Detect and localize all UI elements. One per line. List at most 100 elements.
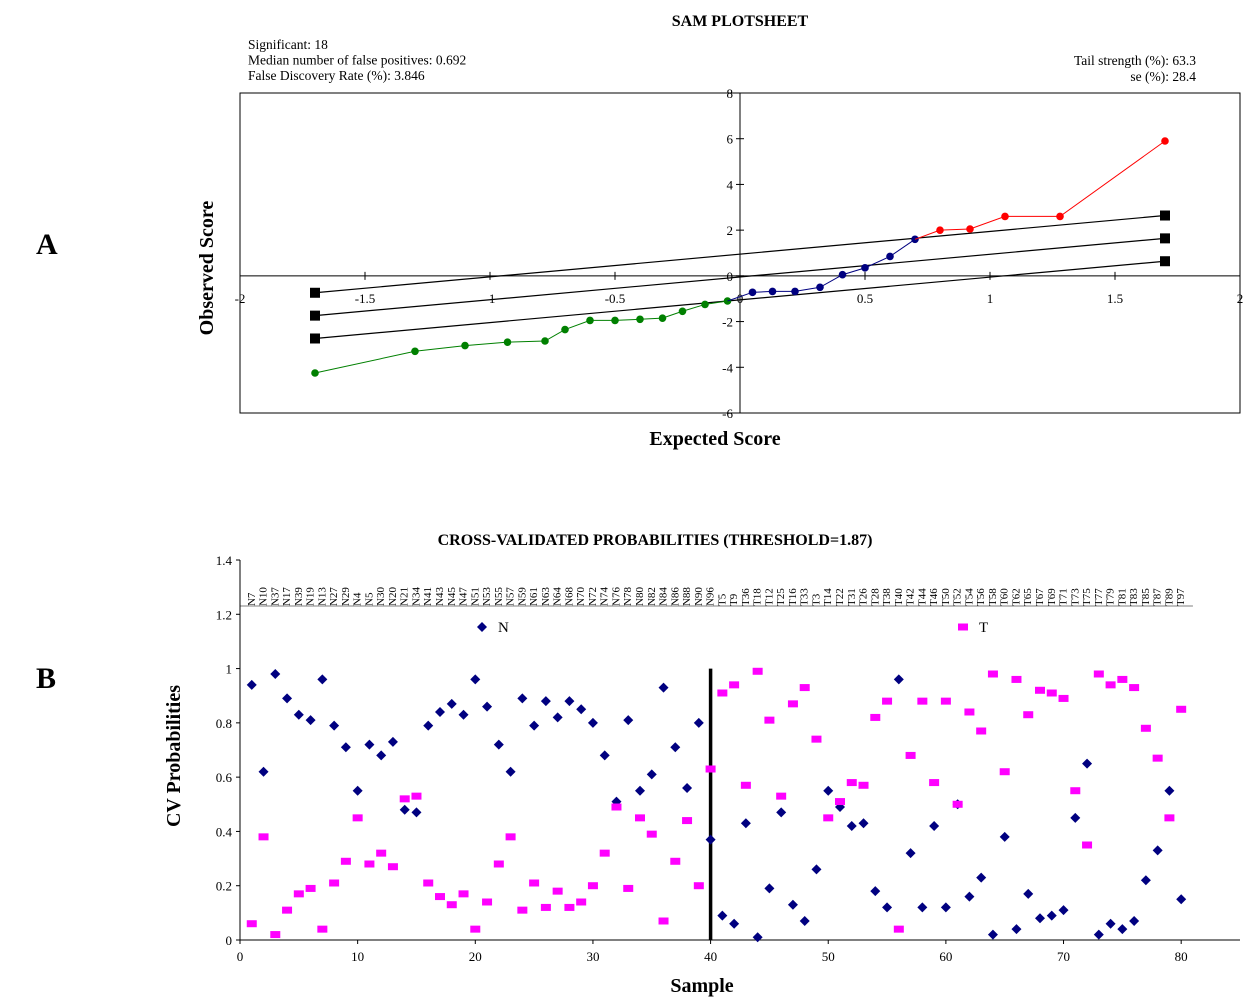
t-point [1082, 841, 1093, 849]
n-point [282, 693, 293, 704]
chart-a-xlabel: Expected Score [649, 428, 780, 450]
sample-label: T85 [1140, 588, 1152, 606]
sample-label: N53 [481, 587, 493, 606]
data-point [611, 316, 619, 325]
n-point [1117, 924, 1128, 935]
t-point [787, 700, 798, 708]
sample-label: N30 [375, 587, 387, 606]
t-point [1129, 684, 1140, 692]
n-point [905, 848, 916, 859]
n-point [540, 696, 551, 707]
t-point [705, 765, 716, 773]
t-point [352, 814, 363, 822]
reference-endpoint [1160, 210, 1170, 221]
t-point [458, 890, 469, 898]
cv-probabilities-plot: CROSS-VALIDATED PROBABILITIES (THRESHOLD… [163, 532, 1240, 997]
n-point [823, 785, 834, 796]
n-point [787, 899, 798, 910]
stat-left-line: False Discovery Rate (%): 3.846 [248, 68, 425, 83]
n-point [435, 707, 445, 717]
t-point [952, 800, 963, 808]
t-point [482, 898, 493, 906]
sample-label: T83 [1128, 588, 1140, 606]
t-point [540, 903, 551, 911]
t-point [493, 860, 504, 868]
chart-a-ticks: -2 -1.5 -1 -0.5 0 0.5 1 1.5 2 8 6 4 2 0 -2 -4 -6 [235, 86, 1243, 421]
n-point [587, 717, 598, 728]
data-point [411, 347, 419, 356]
n-point [599, 750, 610, 761]
sample-label: T38 [881, 588, 893, 606]
t-point [1058, 694, 1069, 702]
sample-label: T56 [975, 588, 987, 606]
reference-lines [310, 210, 1170, 344]
sample-label: N90 [693, 587, 705, 606]
n-point [1058, 905, 1069, 916]
series-line [314, 300, 728, 374]
n-point [564, 696, 575, 707]
n-point [646, 769, 657, 780]
sample-label: N47 [458, 587, 470, 606]
sample-label: T16 [787, 588, 799, 606]
sample-label: N96 [705, 587, 717, 606]
sample-label: T81 [1116, 588, 1128, 606]
panel-a-label: A [36, 228, 58, 261]
data-point [636, 315, 644, 324]
data-point [541, 337, 549, 345]
x-tick-label: 70 [1057, 949, 1070, 964]
y-tick-label: 0 [727, 269, 734, 284]
sample-label: T87 [1152, 588, 1164, 606]
n-point [717, 910, 728, 921]
data-point [838, 270, 847, 279]
y-tick-label: 0.6 [216, 770, 233, 785]
t-point [293, 890, 304, 898]
series-line [752, 238, 916, 293]
t-point [1105, 681, 1116, 689]
n-point [493, 739, 504, 750]
t-point [858, 781, 869, 789]
t-point [776, 792, 787, 800]
t-point [670, 857, 681, 865]
t-point [446, 901, 457, 909]
n-point [882, 902, 893, 913]
x-tick-label: 50 [822, 949, 835, 964]
y-tick-label: 0.2 [216, 879, 232, 894]
y-tick-label: -2 [722, 315, 733, 330]
chart-b-ylabel: CV Probabilities [163, 685, 185, 827]
t-point [564, 903, 575, 911]
sample-label: N29 [340, 587, 352, 606]
n-point [1176, 894, 1187, 905]
sample-label: N19 [305, 587, 317, 606]
sample-label: T36 [740, 588, 752, 606]
t-point [364, 860, 375, 868]
n-point [340, 742, 351, 753]
data-point [1001, 212, 1009, 221]
sample-label: N78 [622, 587, 634, 606]
data-point [1056, 212, 1064, 221]
t-point [576, 898, 587, 906]
t-point [1140, 724, 1151, 732]
reference-endpoint [1160, 233, 1170, 244]
t-point [282, 906, 293, 914]
t-point [635, 814, 645, 822]
t-point [611, 803, 622, 811]
sample-label: N55 [493, 587, 505, 606]
data-point [678, 307, 687, 316]
sample-label: T31 [846, 588, 858, 606]
legend-marker-n [477, 622, 487, 632]
y-tick-label: 1.4 [216, 553, 233, 568]
y-tick-label: 6 [727, 132, 734, 147]
data-point [461, 341, 469, 350]
reference-line [314, 260, 1166, 340]
stat-right-line: se (%): 28.4 [1130, 69, 1196, 84]
n-point [635, 785, 645, 796]
n-point [329, 720, 340, 731]
legend-label: T [979, 620, 988, 636]
legend-marker-t [958, 623, 968, 631]
t-point [270, 931, 281, 939]
n-point [399, 804, 410, 815]
t-point [246, 920, 257, 928]
chart-b-xlabel: Sample [670, 975, 733, 997]
sample-label: N37 [269, 587, 281, 606]
t-point [799, 684, 810, 692]
